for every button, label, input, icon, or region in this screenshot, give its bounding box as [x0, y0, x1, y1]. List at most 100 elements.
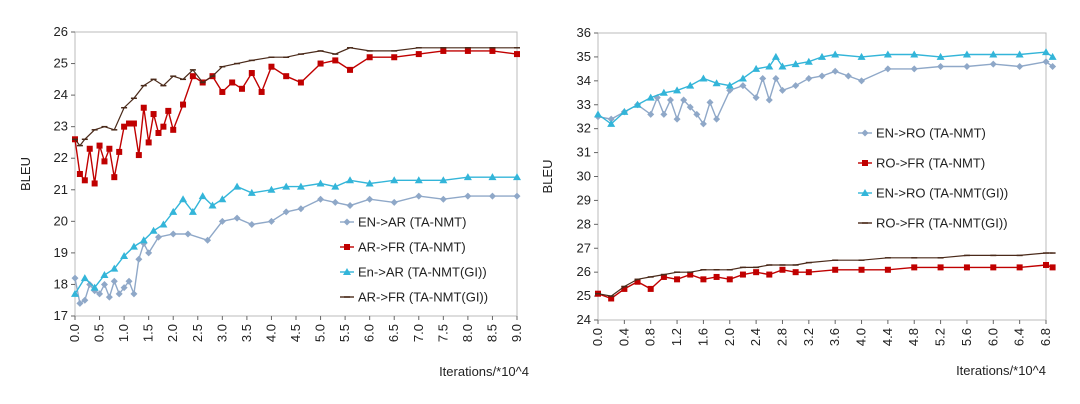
- data-point: [883, 50, 892, 58]
- x-tick-label: 3.5: [239, 324, 254, 342]
- data-point: [198, 192, 207, 200]
- data-point: [317, 195, 325, 203]
- x-tick-label: 6.0: [362, 324, 377, 342]
- data-point: [765, 96, 773, 104]
- x-tick-label: 6.5: [386, 324, 401, 342]
- data-point: [189, 73, 196, 80]
- data-point: [693, 110, 701, 118]
- data-point: [753, 269, 760, 276]
- data-point: [135, 255, 143, 263]
- data-point: [439, 195, 447, 203]
- data-point: [634, 278, 641, 285]
- y-tick-label: 29: [577, 192, 591, 207]
- data-point: [86, 280, 94, 288]
- legend-swatch-marker: [861, 189, 869, 196]
- data-point: [792, 269, 799, 276]
- data-point: [366, 54, 373, 61]
- series-line: [74, 47, 517, 147]
- data-point: [713, 115, 721, 123]
- data-point: [818, 52, 826, 60]
- data-point: [439, 176, 448, 184]
- legend-item: EN->RO (TA-NMT(GI)): [858, 186, 1008, 201]
- data-point: [937, 264, 944, 271]
- data-point: [594, 110, 602, 118]
- y-tick-label: 32: [577, 121, 591, 136]
- y-tick-label: 26: [577, 264, 591, 279]
- data-point: [779, 266, 786, 273]
- data-point: [169, 230, 177, 238]
- series-line: [597, 264, 1053, 300]
- data-point: [647, 110, 655, 118]
- data-point: [120, 252, 129, 260]
- data-point: [121, 123, 128, 130]
- data-point: [160, 123, 167, 130]
- data-point: [219, 88, 226, 95]
- y-tick-label: 36: [577, 25, 591, 40]
- data-point: [608, 295, 615, 302]
- data-point: [699, 120, 707, 128]
- data-point: [415, 192, 423, 200]
- data-point: [759, 74, 767, 82]
- y-tick-label: 20: [54, 213, 68, 228]
- data-point: [184, 230, 192, 238]
- data-point: [111, 174, 118, 181]
- data-point: [765, 62, 774, 70]
- data-point: [936, 52, 945, 60]
- data-point: [145, 249, 153, 257]
- y-tick-label: 25: [577, 288, 591, 303]
- data-point: [71, 289, 79, 297]
- data-point: [258, 88, 265, 95]
- x-tick-label: 5.5: [337, 324, 352, 342]
- data-point: [464, 192, 472, 200]
- x-tick-label: 5.6: [959, 328, 974, 346]
- x-tick-label: 2.0: [722, 328, 737, 346]
- x-tick-label: 9.0: [509, 324, 524, 342]
- x-tick-label: 7.5: [435, 324, 450, 342]
- data-point: [647, 285, 654, 292]
- y-tick-label: 24: [577, 312, 591, 327]
- data-point: [778, 86, 786, 94]
- legend-swatch-marker: [861, 129, 869, 137]
- y-tick-label: 24: [54, 87, 68, 102]
- data-point: [125, 277, 133, 285]
- x-tick-label: 0.5: [92, 324, 107, 342]
- legend-label: RO->FR (TA-NMT): [876, 156, 985, 171]
- data-point: [1048, 52, 1057, 60]
- legend-swatch-marker: [344, 244, 350, 250]
- data-point: [989, 60, 997, 68]
- x-tick-label: 0.4: [616, 328, 631, 346]
- data-point: [155, 129, 162, 136]
- x-tick-label: 4.0: [854, 328, 869, 346]
- data-point: [76, 299, 84, 307]
- data-point: [990, 264, 997, 271]
- x-tick-label: 4.5: [288, 324, 303, 342]
- data-point: [673, 86, 682, 94]
- data-point: [154, 233, 162, 241]
- data-point: [911, 264, 918, 271]
- x-tick-label: 1.0: [116, 324, 131, 342]
- data-point: [1015, 50, 1024, 58]
- data-point: [129, 242, 138, 250]
- data-point: [1043, 261, 1049, 268]
- data-point: [726, 276, 733, 283]
- data-point: [331, 198, 339, 206]
- x-tick-label: 3.0: [214, 324, 229, 342]
- data-point: [792, 82, 800, 90]
- data-point: [283, 73, 290, 80]
- data-point: [673, 115, 681, 123]
- series-line: [597, 60, 1054, 126]
- data-point: [110, 264, 119, 272]
- data-point: [513, 173, 521, 181]
- y-tick-label: 26: [54, 24, 68, 39]
- data-point: [96, 142, 103, 149]
- data-point: [831, 67, 839, 75]
- data-point: [316, 179, 325, 187]
- series-ro-fr-ta-nmt-gi: [595, 252, 1056, 297]
- data-point: [607, 115, 615, 123]
- data-point: [332, 57, 339, 64]
- x-tick-label: 2.8: [774, 328, 789, 346]
- data-point: [91, 180, 98, 187]
- data-point: [804, 57, 813, 65]
- data-point: [296, 182, 305, 190]
- x-tick-label: 1.2: [669, 328, 684, 346]
